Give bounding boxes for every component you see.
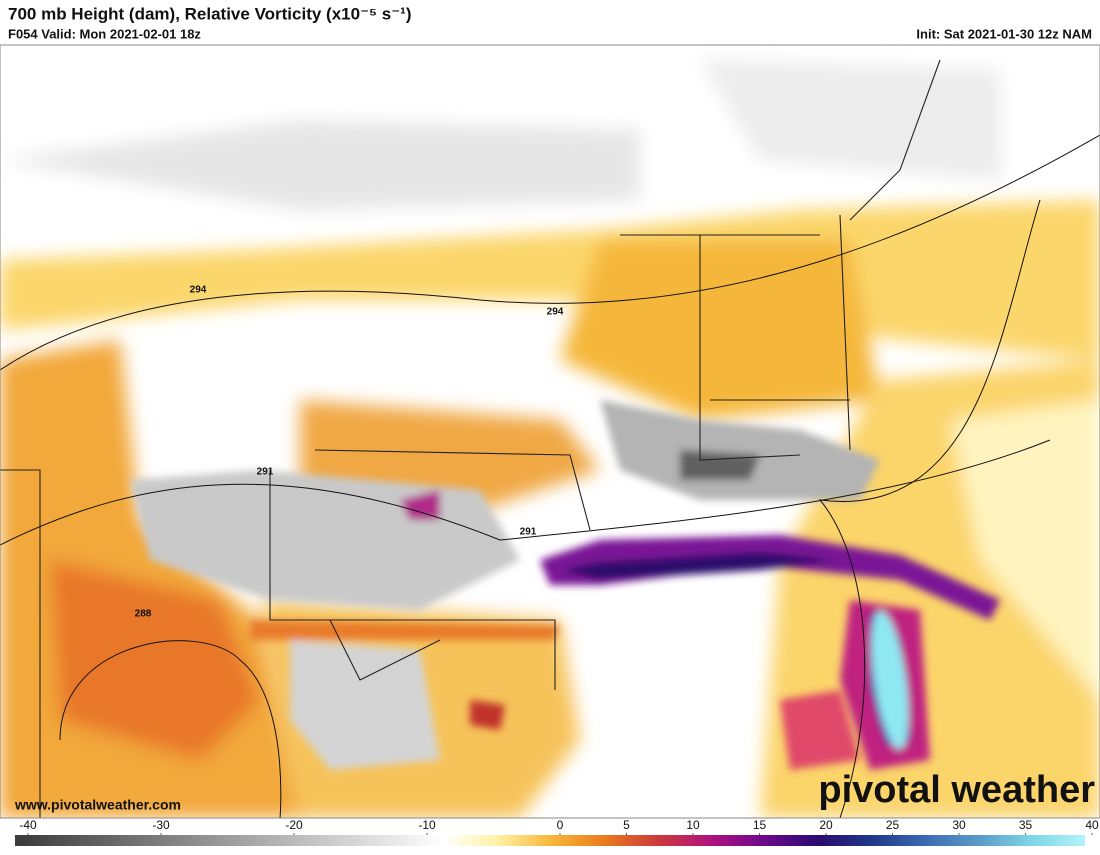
colorbar — [15, 835, 1085, 846]
map-frame — [0, 44, 1100, 819]
website-url: www.pivotalweather.com — [14, 797, 181, 813]
logo: pivotal weather — [818, 769, 1095, 811]
state-borders — [0, 59, 941, 818]
contour-label: 291 — [257, 467, 274, 478]
height-contours — [0, 134, 1100, 818]
contour-label: 294 — [547, 307, 564, 318]
colorbar-tick-label: 30 — [952, 818, 966, 832]
colorbar-tick-label: 10 — [686, 818, 700, 832]
colorbar-tick-label: 25 — [886, 818, 900, 832]
colorbar-tick-label: -20 — [285, 818, 303, 832]
colorbar-tick-label: 20 — [819, 818, 833, 832]
colorbar-tick-label: -10 — [418, 818, 436, 832]
contour-labels: 294 294 291 291 288 — [135, 285, 564, 620]
colorbar-tick-label: 40 — [1085, 818, 1099, 832]
colorbar-tick-label: 5 — [623, 818, 630, 832]
contour-label: 288 — [135, 609, 152, 620]
map-field — [0, 45, 1100, 818]
contour-label: 291 — [520, 527, 537, 538]
title: 700 mb Height (dam), Relative Vorticity … — [8, 4, 412, 23]
init-time: Init: Sat 2021-01-30 12z NAM — [916, 26, 1092, 41]
colorbar-tick-label: -30 — [152, 818, 170, 832]
colorbar-tick-label: 0 — [557, 818, 564, 832]
contour-label: 294 — [190, 285, 207, 296]
colorbar-tick-label: 15 — [753, 818, 767, 832]
colorbar-tick-label: -40 — [19, 818, 37, 832]
valid-time: F054 Valid: Mon 2021-02-01 18z — [8, 26, 201, 41]
colorbar-tick-label: 35 — [1019, 818, 1033, 832]
